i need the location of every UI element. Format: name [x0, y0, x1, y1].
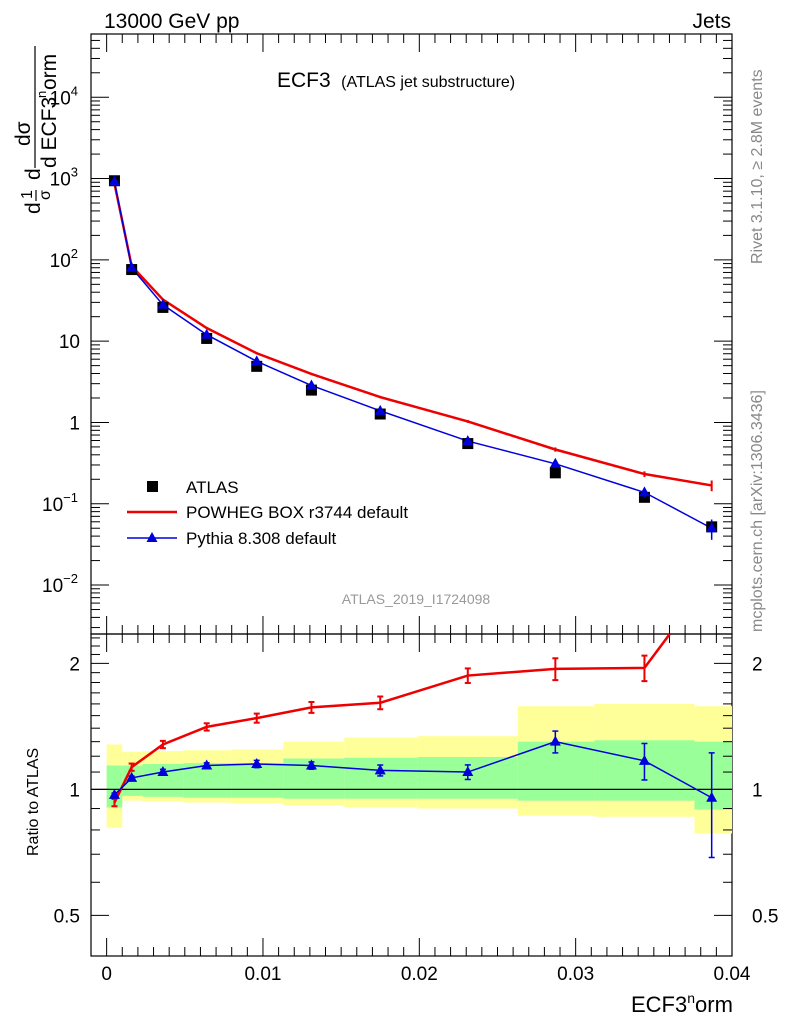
main-plot-series [108, 175, 718, 540]
analysis-watermark: ATLAS_2019_I1724098 [342, 591, 491, 607]
svg-text:d: d [22, 202, 45, 214]
pythia-ratio-point [374, 764, 386, 775]
pythia-data-point [108, 175, 120, 186]
ratio-y-tick-label-left: 1 [69, 780, 80, 801]
svg-text:σ: σ [37, 190, 54, 200]
main-y-tick-label-base: 10 [50, 88, 71, 109]
pythia-data-point [706, 522, 718, 533]
svg-text:orm: orm [38, 54, 61, 90]
legend-pythia-label: Pythia 8.308 default [186, 529, 337, 548]
main-y-tick-label-base: 10 [50, 170, 71, 191]
legend-entry-powheg: POWHEG BOX r3744 default [127, 503, 408, 522]
axis-ticks [90, 33, 733, 957]
legend-atlas-label: ATLAS [186, 478, 239, 497]
pythia-line [113, 181, 713, 529]
pythia-data-point [462, 435, 474, 446]
main-y-tick-label-exponent: −2 [63, 571, 78, 586]
svg-text:1: 1 [19, 190, 36, 199]
pythia-data-point [201, 328, 213, 339]
main-y-tick-label: 102 [50, 246, 78, 272]
x-axis-label: ECF3norm [631, 990, 733, 1017]
x-tick-label: 0.01 [244, 964, 281, 985]
main-y-tick-label-base: 10 [59, 332, 80, 353]
legend-pythia-marker [146, 532, 158, 542]
ratio-y-tick-label-left: 2 [69, 654, 80, 675]
legend: ATLAS POWHEG BOX r3744 default Pythia 8.… [127, 478, 408, 548]
atlas-data-point [638, 491, 650, 503]
pythia-data-point [374, 404, 386, 415]
pythia-ratio-point [157, 766, 169, 777]
main-y-tick-label: 10 [59, 332, 80, 353]
pythia-data-point [305, 379, 317, 390]
ratio-uncertainty-bands [91, 703, 732, 834]
pythia-ratio-point [706, 791, 718, 802]
svg-text:n: n [34, 91, 49, 98]
x-tick-label: 0 [101, 964, 112, 985]
pythia-data-point [638, 486, 650, 497]
x-tick-label: 0.02 [401, 964, 438, 985]
plot-title-main: ECF3 [277, 69, 331, 92]
pythia-data-point [157, 298, 169, 309]
svg-text:d ECF3: d ECF3 [38, 97, 61, 168]
svg-text:d: d [22, 168, 45, 180]
ratio-y-axis-label: Ratio to ATLAS [25, 748, 42, 856]
main-y-tick-label-exponent: 4 [71, 83, 78, 98]
main-y-tick-label: 103 [50, 165, 78, 191]
pythia-ratio-point [305, 759, 317, 770]
pythia-data-point [251, 355, 263, 366]
ratio-y-tick-label-right: 0.5 [752, 906, 778, 927]
mcplots-reference-label: mcplots.cern.ch [arXiv:1306.3436] [749, 390, 766, 632]
main-y-tick-label-base: 10 [42, 495, 63, 516]
pythia-ratio-point [126, 771, 138, 782]
main-y-tick-label-exponent: 2 [71, 246, 78, 261]
pythia-ratio-point [638, 754, 650, 765]
legend-atlas-marker [147, 481, 158, 492]
pythia-ratio-point [462, 766, 474, 777]
legend-powheg-label: POWHEG BOX r3744 default [186, 503, 408, 522]
main-y-tick-label: 104 [50, 83, 78, 109]
legend-entry-atlas: ATLAS [147, 478, 239, 497]
process-label: Jets [692, 10, 731, 33]
main-y-tick-label: 1 [69, 413, 80, 434]
ratio-y-tick-label-right: 1 [752, 780, 763, 801]
svg-text:dσ: dσ [12, 121, 35, 146]
main-y-tick-label: 10−2 [42, 571, 78, 597]
pythia-ratio-point [549, 735, 561, 746]
uncertainty-inner-bin [344, 757, 418, 799]
ratio-y-tick-label-right: 2 [752, 654, 763, 675]
pythia-data-point [126, 261, 138, 272]
main-y-tick-label-base: 10 [42, 576, 63, 597]
x-tick-label: 0.04 [714, 964, 751, 985]
pythia-ratio-point [108, 788, 120, 799]
plot-title: ECF3 (ATLAS jet substructure) [277, 69, 515, 92]
x-tick-label: 0.03 [557, 964, 594, 985]
pythia-data-point [549, 457, 561, 468]
ratio-y-tick-label-left: 0.5 [54, 906, 80, 927]
plot-title-sub: (ATLAS jet substructure) [341, 74, 515, 91]
pythia-ratio-point [201, 759, 213, 770]
ratio-plot-series [108, 633, 718, 859]
atlas-data-point [549, 467, 561, 479]
atlas-data-point [305, 384, 317, 396]
legend-entry-pythia: Pythia 8.308 default [127, 529, 337, 548]
main-y-tick-label-base: 1 [69, 413, 80, 434]
main-y-tick-label-base: 10 [50, 251, 71, 272]
atlas-data-point [251, 360, 263, 372]
uncertainty-inner-bin [517, 741, 595, 801]
main-y-tick-label-exponent: −1 [63, 490, 78, 505]
main-y-tick-label-exponent: 3 [71, 165, 78, 180]
energy-label: 13000 GeV pp [104, 10, 239, 33]
rivet-version-label: Rivet 3.1.10, ≥ 2.8M events [749, 69, 766, 264]
main-y-tick-label: 10−1 [42, 490, 78, 516]
uncertainty-inner-bin [231, 763, 284, 798]
main-y-axis-label: d 1 σ d dσ d ECF3 n orm [12, 46, 61, 214]
pythia-ratio-point [251, 757, 263, 768]
